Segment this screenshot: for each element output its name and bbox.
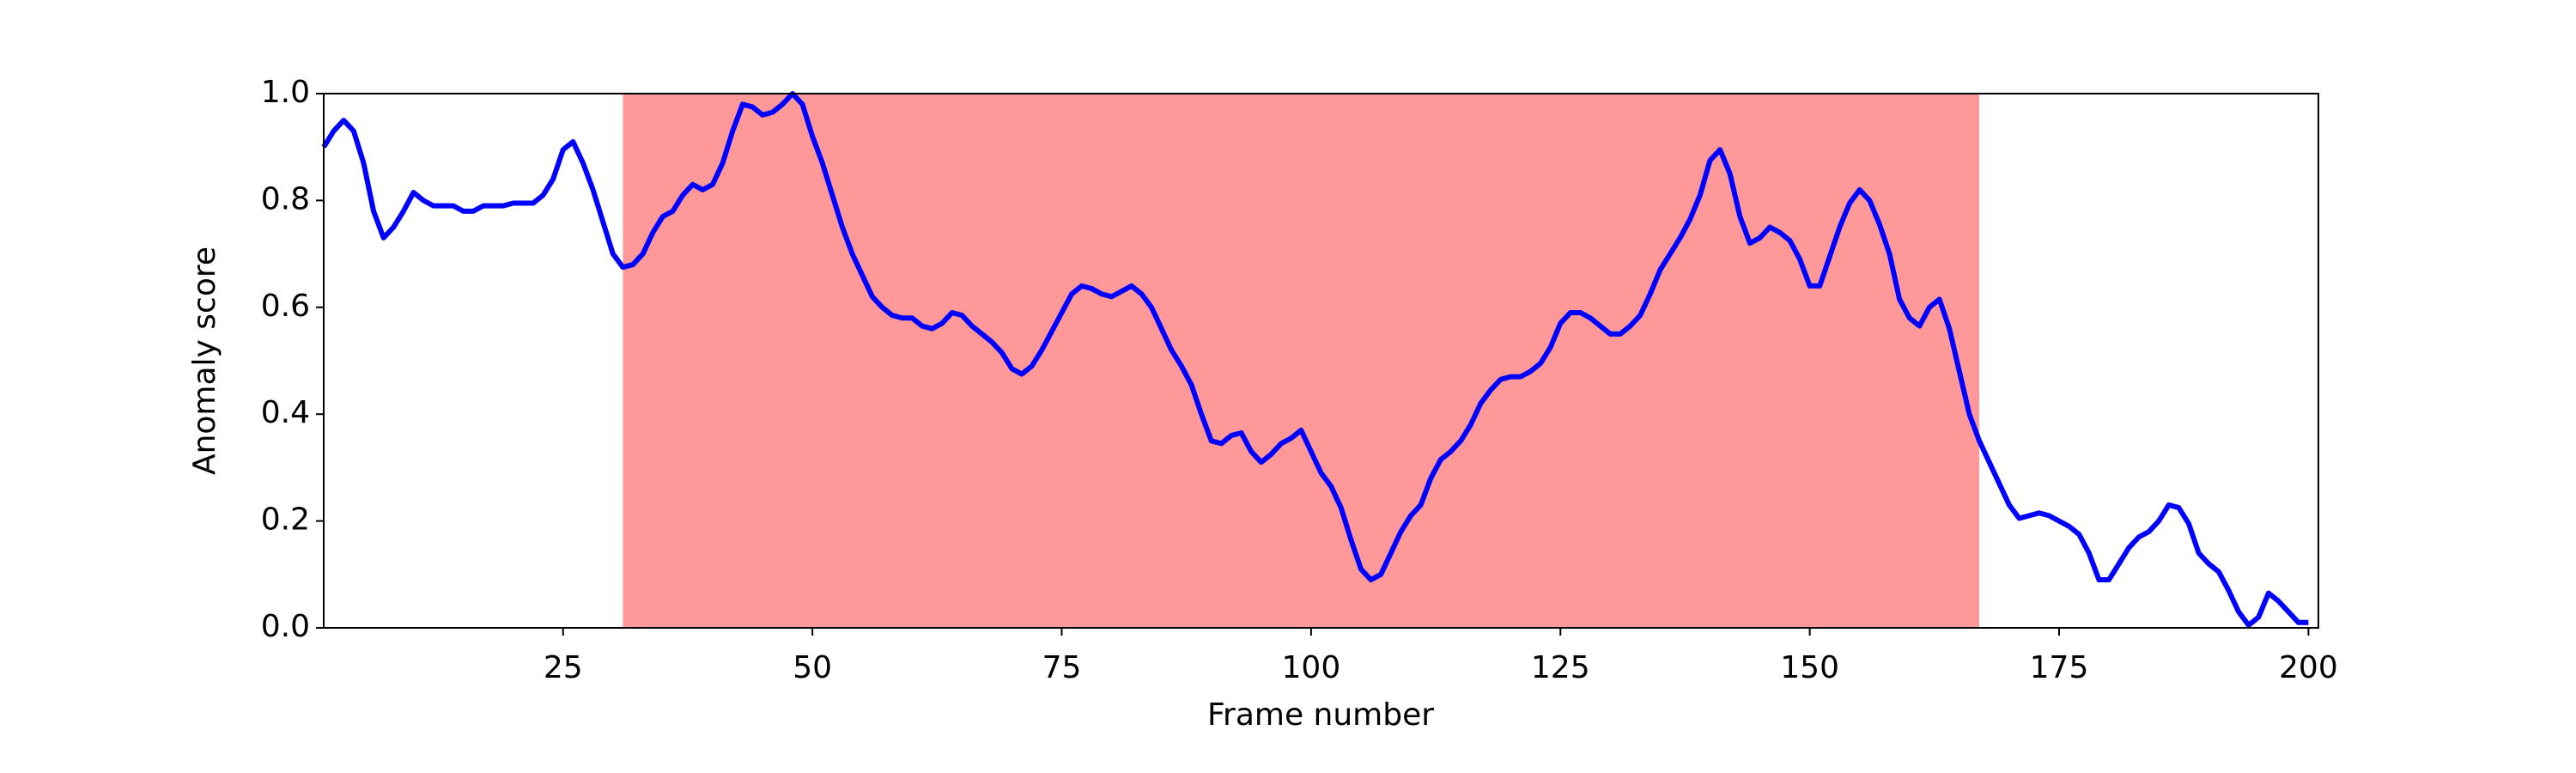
y-tick-label: 0.8 bbox=[261, 181, 310, 216]
plot-frame bbox=[323, 93, 2319, 629]
x-tick-label: 200 bbox=[2279, 650, 2338, 685]
y-tick-label: 0.4 bbox=[261, 395, 310, 430]
x-tick-label: 50 bbox=[793, 650, 832, 685]
data-line bbox=[321, 91, 2309, 628]
x-tick-label: 75 bbox=[1042, 650, 1082, 685]
x-axis-label: Frame number bbox=[1207, 697, 1434, 733]
y-tick-label: 0.0 bbox=[261, 609, 310, 644]
x-tick-label: 25 bbox=[544, 650, 583, 685]
x-tick-label: 150 bbox=[1780, 650, 1839, 685]
y-tick-label: 0.2 bbox=[261, 502, 310, 538]
x-tick-label: 100 bbox=[1282, 650, 1341, 685]
y-axis-label: Anomaly score bbox=[187, 247, 222, 475]
highlight-region bbox=[623, 94, 1980, 628]
y-tick-label: 1.0 bbox=[261, 75, 310, 110]
x-tick-label: 125 bbox=[1531, 650, 1590, 685]
y-tick-label: 0.6 bbox=[261, 289, 310, 324]
x-tick-label: 175 bbox=[2030, 650, 2089, 685]
